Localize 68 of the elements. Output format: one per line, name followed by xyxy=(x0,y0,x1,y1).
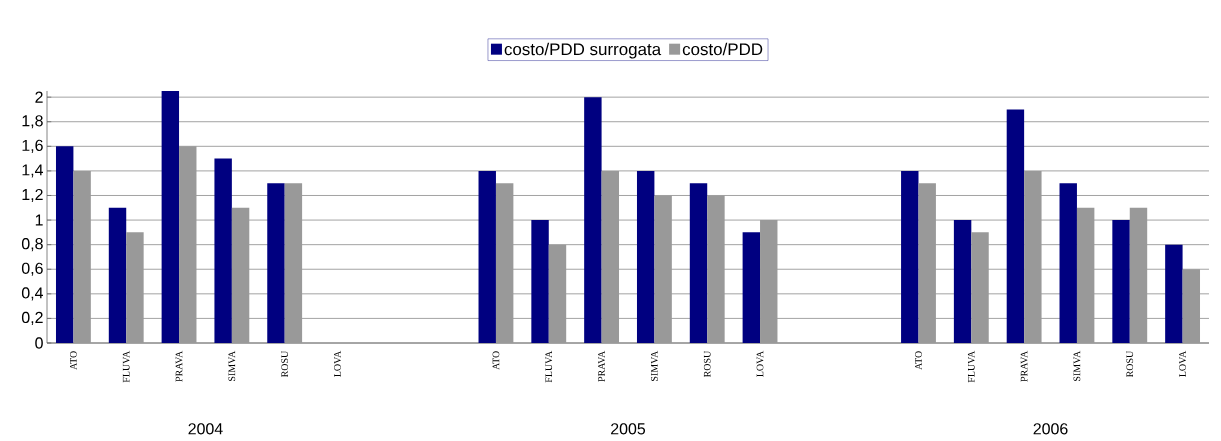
x-tick-label: ATO xyxy=(915,351,922,370)
x-tick-label: PRAVA xyxy=(1020,350,1028,382)
bar xyxy=(601,170,620,343)
bar xyxy=(742,232,761,343)
bar xyxy=(636,170,655,343)
bar xyxy=(1165,244,1183,343)
bar xyxy=(108,207,127,343)
y-tick-label: 0,2 xyxy=(21,311,43,325)
bar xyxy=(478,170,496,343)
bar xyxy=(918,183,936,343)
y-tick-label: 1,2 xyxy=(22,188,43,203)
x-tick-label: FLUVA xyxy=(122,350,130,383)
y-tick-label: 0 xyxy=(35,337,43,349)
bar xyxy=(126,232,144,343)
bar xyxy=(1182,269,1201,343)
bar xyxy=(1024,170,1042,343)
x-tick-label: LOVA xyxy=(334,350,341,377)
y-tick-label: 1,8 xyxy=(22,115,43,129)
text: 2005 xyxy=(611,423,646,435)
x-tick-label: FLUVA xyxy=(967,350,975,383)
x-tick-label: FLUVA xyxy=(545,350,553,383)
x-tick-label: ATO xyxy=(492,351,500,370)
bar xyxy=(495,183,514,343)
y-tick-label: 0,4 xyxy=(21,287,44,301)
bar xyxy=(214,158,232,343)
y-tick-label: 0,6 xyxy=(21,262,43,276)
x-tick-label: SIMVA xyxy=(1073,350,1081,381)
y-tick-label: 1,6 xyxy=(22,139,43,153)
bar xyxy=(548,244,567,343)
bar xyxy=(971,232,989,343)
x-tick-label: ATO xyxy=(70,351,77,370)
x-tick-label: ROSU xyxy=(1126,350,1134,378)
bar xyxy=(707,195,725,343)
bar xyxy=(689,183,708,343)
y-tick-label: 1,4 xyxy=(22,164,44,178)
text: 2006 xyxy=(1033,423,1068,435)
bar xyxy=(73,170,91,343)
y-tick-label: 2 xyxy=(35,91,43,103)
bar xyxy=(531,220,549,343)
x-tick-label: PRAVA xyxy=(598,350,605,382)
bar xyxy=(584,97,602,343)
bar xyxy=(760,220,778,343)
bar xyxy=(1059,183,1077,343)
bar xyxy=(953,220,972,343)
bar xyxy=(161,91,180,343)
x-tick-label: PRAVA xyxy=(175,350,183,382)
x-tick-label: SIMVA xyxy=(228,350,236,381)
bar xyxy=(1129,207,1148,343)
bar xyxy=(179,146,197,343)
x-tick-label: LOVA xyxy=(756,350,764,377)
x-tick-label: ROSU xyxy=(703,350,711,378)
x-tick-label: SIMVA xyxy=(651,350,658,381)
bar xyxy=(284,183,303,343)
y-tick-label: 1 xyxy=(35,214,43,226)
bar xyxy=(901,170,919,343)
legend-label: costo/PDD surrogata xyxy=(504,42,662,59)
x-tick-label: ROSU xyxy=(281,350,289,378)
bar xyxy=(55,146,74,343)
bar xyxy=(1006,109,1025,343)
bar xyxy=(1076,207,1095,343)
text: 2004 xyxy=(188,423,223,435)
bar xyxy=(654,195,672,343)
bar xyxy=(1112,220,1130,343)
legend-label: costo/PDD xyxy=(682,42,763,56)
x-tick-label: LOVA xyxy=(1179,350,1186,377)
bar xyxy=(267,183,285,343)
y-tick-label: 0,8 xyxy=(21,238,43,252)
bar xyxy=(231,207,250,343)
